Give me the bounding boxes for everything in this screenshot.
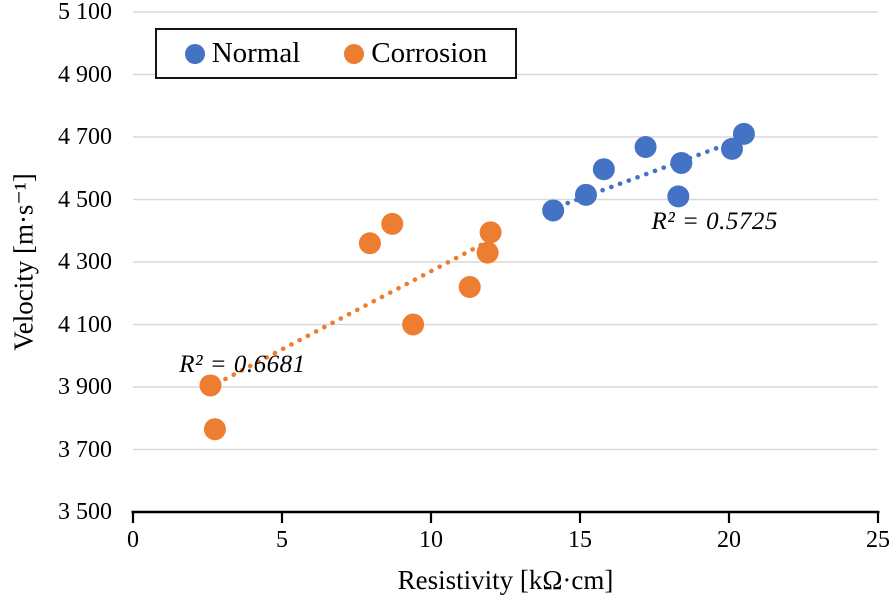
y-tick-label: 4 100 xyxy=(58,311,112,338)
x-tick-label: 25 xyxy=(866,527,890,553)
y-tick-label: 5 100 xyxy=(58,0,112,25)
legend-box: Normal Corrosion xyxy=(155,28,517,79)
x-tick-label: 0 xyxy=(127,527,139,553)
legend-label-normal: Normal xyxy=(211,37,301,69)
y-tick-label: 3 900 xyxy=(58,374,112,400)
y-tick-label: 4 300 xyxy=(58,249,112,275)
x-tick-label: 5 xyxy=(276,527,288,553)
data-point-corrosion xyxy=(381,212,404,235)
y-tick-label: 4 700 xyxy=(58,124,112,150)
x-axis-title: Resistivity [kΩ·cm] xyxy=(397,565,614,595)
y-tick-label: 4 500 xyxy=(58,186,112,213)
legend-label-corrosion: Corrosion xyxy=(371,37,488,69)
y-tick-label: 4 900 xyxy=(58,61,112,88)
data-point-corrosion xyxy=(458,276,481,298)
data-point-normal xyxy=(732,122,755,145)
data-point-normal xyxy=(720,137,743,160)
data-point-normal xyxy=(670,151,693,174)
trendline-corrosion xyxy=(206,238,492,390)
x-tick-label: 20 xyxy=(717,527,741,553)
y-tick-label: 3 500 xyxy=(58,499,112,525)
x-tick-label: 15 xyxy=(568,527,592,553)
y-tick-label: 3 700 xyxy=(58,436,112,463)
data-point-corrosion xyxy=(199,374,222,397)
data-point-normal xyxy=(592,158,615,181)
corrosion-marker-icon xyxy=(344,43,365,64)
data-point-corrosion xyxy=(402,313,425,336)
r2-annotation-corrosion: R² = 0.6681 xyxy=(179,350,306,378)
data-point-normal xyxy=(542,199,565,222)
r2-annotation-normal: R² = 0.5725 xyxy=(651,208,778,235)
data-point-corrosion xyxy=(476,241,499,264)
normal-marker-icon xyxy=(184,43,205,64)
data-point-normal xyxy=(574,183,597,206)
data-point-normal xyxy=(667,185,690,208)
data-point-corrosion xyxy=(479,221,502,244)
data-point-corrosion xyxy=(358,232,381,255)
data-point-corrosion xyxy=(203,418,226,441)
legend-item-normal: Normal xyxy=(184,37,301,69)
legend-item-corrosion: Corrosion xyxy=(344,39,487,68)
data-point-normal xyxy=(634,136,657,158)
x-tick-label: 10 xyxy=(419,527,443,553)
